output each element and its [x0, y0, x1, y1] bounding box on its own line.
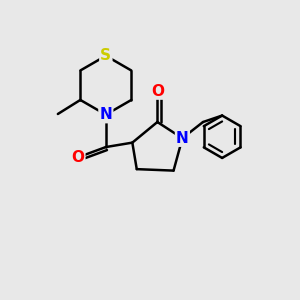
Text: S: S [100, 48, 111, 63]
Text: O: O [71, 150, 84, 165]
Text: O: O [151, 84, 164, 99]
Text: N: N [100, 107, 112, 122]
Text: N: N [176, 131, 189, 146]
